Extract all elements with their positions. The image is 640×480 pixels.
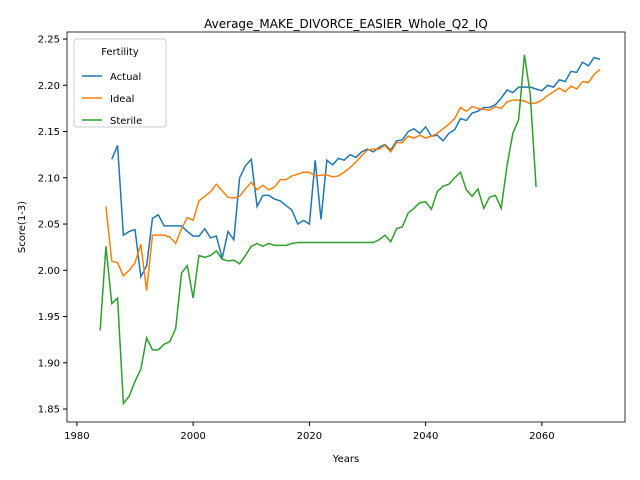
- series-line: [111, 56, 601, 280]
- plot-frame: [66, 31, 626, 423]
- legend-label: Actual: [110, 72, 141, 83]
- series-line: [105, 68, 601, 291]
- legend-title: Fertility: [101, 47, 139, 58]
- x-tick-label: 2020: [297, 431, 322, 442]
- legend-label: Sterile: [110, 116, 142, 127]
- series-line: [99, 54, 537, 406]
- legend-label: Ideal: [110, 94, 134, 105]
- y-tick-label: 2.15: [38, 127, 60, 138]
- y-tick-label: 2.10: [38, 173, 60, 184]
- x-tick-label: 2040: [413, 431, 438, 442]
- y-tick-label: 2.25: [38, 35, 60, 46]
- y-tick-label: 1.90: [38, 358, 60, 369]
- y-tick-label: 2.05: [38, 220, 60, 231]
- x-tick-label: 1980: [64, 431, 89, 442]
- y-tick-label: 1.85: [38, 405, 60, 416]
- y-tick-label: 2.20: [38, 81, 60, 92]
- x-tick-label: 2060: [529, 431, 554, 442]
- y-tick-label: 1.95: [38, 312, 60, 323]
- x-axis-label: Years: [332, 454, 359, 465]
- y-axis-label: Score(1-3): [17, 201, 28, 253]
- chart-title: Average_MAKE_DIVORCE_EASIER_Whole_Q2_IQ: [204, 17, 488, 31]
- legend-box: [73, 38, 167, 128]
- y-tick-label: 2.00: [38, 266, 60, 277]
- x-tick-label: 2000: [180, 431, 205, 442]
